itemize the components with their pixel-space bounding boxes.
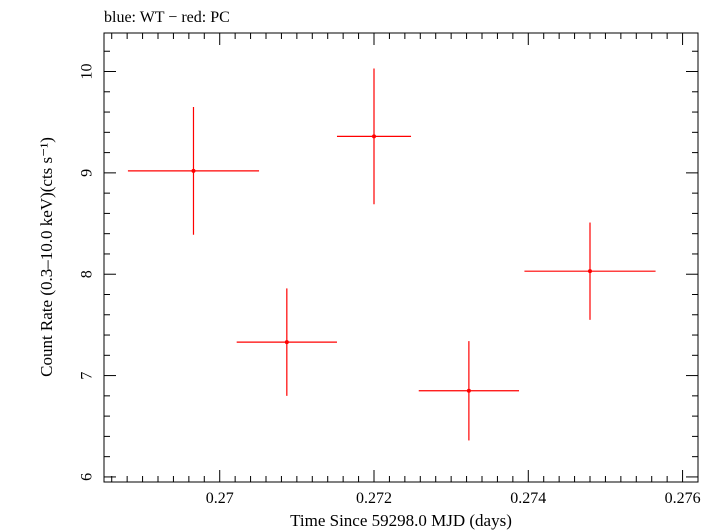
y-tick-label: 7 xyxy=(79,372,96,380)
y-axis-label: Count Rate (0.3–10.0 keV)(cts s⁻¹) xyxy=(37,137,56,377)
point-marker xyxy=(466,388,471,393)
x-tick-label: 0.274 xyxy=(510,490,546,507)
data-point xyxy=(524,222,656,320)
point-marker xyxy=(372,134,376,139)
point-marker xyxy=(191,168,196,173)
x-axis-label: Time Since 59298.0 MJD (days) xyxy=(290,511,512,530)
y-tick-label: 8 xyxy=(79,270,96,278)
x-axis: 0.27 0.272 0.274 0.276 xyxy=(111,33,701,507)
data-point xyxy=(236,288,337,396)
chart-title: blue: WT − red: PC xyxy=(104,9,230,26)
point-marker xyxy=(284,340,289,345)
y-axis: 6 7 8 9 10 xyxy=(79,50,698,481)
x-tick-label: 0.27 xyxy=(206,490,234,507)
y-tick-label: 9 xyxy=(79,169,96,177)
plot-frame xyxy=(103,32,699,483)
x-tick-label: 0.276 xyxy=(665,490,701,507)
data-points xyxy=(127,68,656,441)
data-point xyxy=(336,68,412,205)
point-marker xyxy=(588,269,592,274)
y-tick-label: 6 xyxy=(79,473,96,481)
x-tick-label: 0.272 xyxy=(356,490,392,507)
data-point xyxy=(127,106,260,235)
y-tick-label: 10 xyxy=(79,64,96,80)
data-point xyxy=(418,341,520,441)
